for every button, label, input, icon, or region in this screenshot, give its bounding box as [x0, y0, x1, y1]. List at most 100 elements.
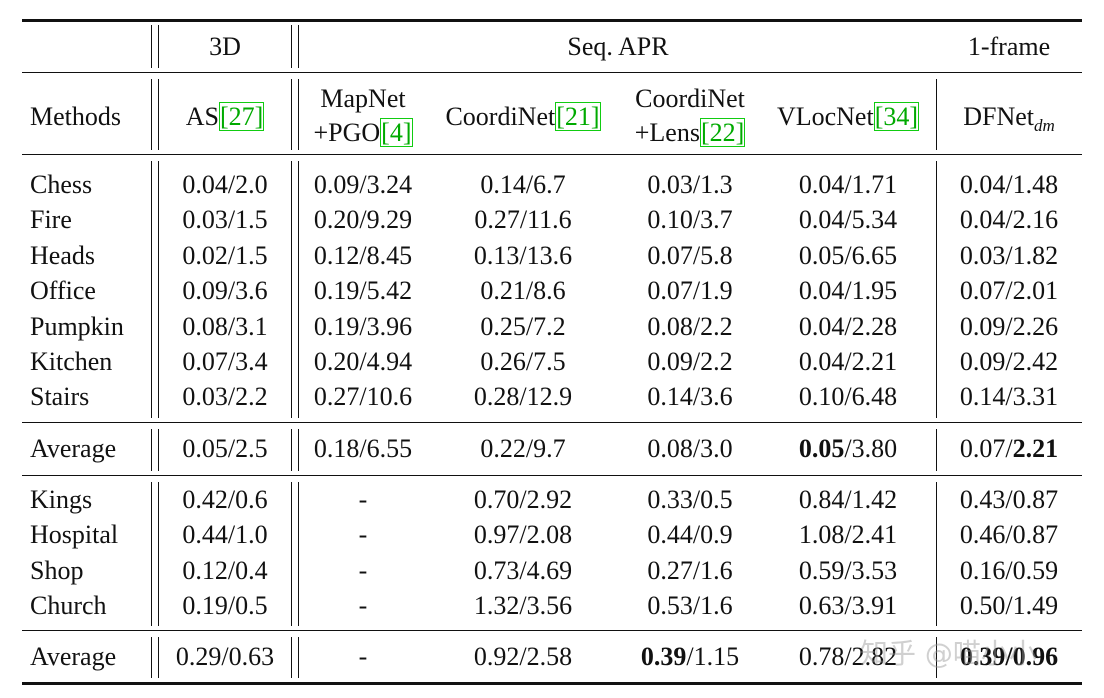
method-cell: Pumpkin [30, 312, 124, 341]
value-cell: 0.19/0.5 [182, 591, 268, 620]
value-text: 0.07/ [959, 434, 1013, 463]
value-cell: 0.22/9.7 [480, 434, 566, 463]
value-cell: 0.39/1.15 [620, 640, 760, 674]
value-cell: 0.21/8.6 [480, 276, 566, 305]
column-header: +PGO[4] [300, 116, 426, 150]
value-cell: 0.19/3.96 [313, 312, 413, 341]
value-cell: 0.09/2.2 [647, 347, 733, 376]
column-separator [298, 637, 300, 678]
column-separator [158, 482, 160, 626]
value-cell: 0.12/8.45 [313, 241, 413, 270]
table-row: Average 0.29/0.63 - 0.92/2.58 0.39/1.15 0.78/… [0, 640, 1104, 674]
column-separator [151, 429, 153, 471]
value-text: /1.15 [686, 642, 740, 671]
table-row: Hospital 0.44/1.0 - 0.97/2.08 0.44/0.9 1.08/2… [0, 518, 1104, 552]
value-cell: 0.59/3.53 [798, 556, 898, 585]
group-seq-apr: Seq. APR [567, 32, 669, 61]
value-cell: 0.07/2.01 [959, 276, 1059, 305]
citation-link[interactable]: [4] [380, 118, 413, 147]
value-cell: 0.07/2.21 [940, 432, 1078, 466]
table-row: Fire 0.03/1.5 0.20/9.29 0.27/11.6 0.10/3.7 0.… [0, 203, 1104, 237]
value-cell: 0.92/2.58 [473, 642, 573, 671]
column-separator [291, 161, 293, 418]
header-text: DFNet [963, 102, 1034, 131]
citation-link[interactable]: [22] [699, 118, 746, 147]
value-cell: 0.10/6.48 [798, 382, 898, 411]
header-text: CoordiNet [635, 84, 745, 113]
value-cell: 0.46/0.87 [959, 520, 1059, 549]
column-separator [298, 161, 300, 418]
value-cell: 0.09/2.26 [959, 312, 1059, 341]
column-separator [291, 637, 293, 678]
column-separator [936, 637, 938, 678]
value-cell: 0.14/3.6 [647, 382, 733, 411]
value-cell: 0.70/2.92 [473, 485, 573, 514]
column-separator [291, 482, 293, 626]
column-header: Methods [30, 100, 121, 134]
subscript: dm [1034, 116, 1055, 135]
table-row: Stairs 0.03/2.2 0.27/10.6 0.28/12.9 0.14/3.6… [0, 380, 1104, 414]
bottom-rule [22, 682, 1082, 685]
value-cell: 0.09/3.6 [182, 276, 268, 305]
column-separator [291, 25, 293, 68]
value-cell: 0.08/3.1 [182, 312, 268, 341]
table-row: Church 0.19/0.5 - 1.32/3.56 0.53/1.6 0.63/3.9… [0, 589, 1104, 623]
group-3d: 3D [209, 32, 241, 61]
citation-link[interactable]: [21] [555, 102, 601, 131]
column-separator [151, 25, 153, 68]
column-separator [291, 429, 293, 471]
value-cell: 0.02/1.5 [182, 241, 268, 270]
method-cell: Stairs [30, 382, 90, 411]
value-cell: 0.14/3.31 [959, 382, 1059, 411]
column-separator [151, 161, 153, 418]
value-cell: 0.20/4.94 [313, 347, 413, 376]
value-cell: 0.39/0.96 [940, 640, 1078, 674]
best-value: 0.05 [798, 434, 845, 463]
value-cell: 0.05/2.5 [182, 434, 268, 463]
value-cell: 0.05/6.65 [798, 241, 898, 270]
column-separator [298, 25, 300, 68]
value-cell: 0.42/0.6 [182, 485, 268, 514]
value-cell: 1.08/2.41 [798, 520, 898, 549]
value-cell: - [358, 485, 368, 514]
value-cell: 0.27/11.6 [474, 205, 572, 234]
value-cell: 0.25/7.2 [480, 312, 566, 341]
citation-link[interactable]: [27] [218, 102, 265, 131]
value-cell: 0.07/5.8 [647, 241, 733, 270]
value-cell: 0.04/1.95 [798, 276, 898, 305]
header-text: AS [185, 102, 219, 131]
method-cell: Hospital [30, 520, 119, 549]
method-cell: Church [30, 591, 107, 620]
value-cell: 0.44/1.0 [182, 520, 268, 549]
value-cell: 0.97/2.08 [473, 520, 573, 549]
header-text: +PGO [313, 118, 381, 147]
table-row: Office 0.09/3.6 0.19/5.42 0.21/8.6 0.07/1.9 0… [0, 274, 1104, 308]
value-cell: - [358, 642, 368, 671]
section-rule [22, 475, 1082, 477]
value-cell: 0.03/1.3 [647, 170, 733, 199]
value-cell: 0.04/2.16 [959, 205, 1059, 234]
header-text: VLocNet [776, 102, 874, 131]
value-cell: 1.32/3.56 [473, 591, 573, 620]
column-separator [291, 79, 293, 150]
table-row: Kitchen 0.07/3.4 0.20/4.94 0.26/7.5 0.09/2.2… [0, 345, 1104, 379]
value-cell: 0.63/3.91 [798, 591, 898, 620]
header-rule [22, 154, 1082, 156]
top-rule [22, 19, 1082, 22]
value-cell: 0.14/6.7 [480, 170, 566, 199]
method-cell: Average [30, 434, 117, 463]
value-cell: 0.12/0.4 [182, 556, 268, 585]
value-cell: 0.33/0.5 [647, 485, 733, 514]
column-separator [936, 482, 938, 626]
citation-link[interactable]: [34] [873, 102, 920, 131]
column-separator [158, 25, 160, 68]
column-header: AS[27] [163, 100, 287, 134]
method-cell: Shop [30, 556, 84, 585]
value-cell: 0.04/2.28 [798, 312, 898, 341]
best-value: 2.21 [1012, 434, 1059, 463]
value-cell: 0.44/0.9 [647, 520, 733, 549]
header-text: CoordiNet [445, 102, 556, 131]
value-cell: - [358, 520, 368, 549]
value-cell: 0.50/1.49 [959, 591, 1059, 620]
value-cell: 0.08/2.2 [647, 312, 733, 341]
